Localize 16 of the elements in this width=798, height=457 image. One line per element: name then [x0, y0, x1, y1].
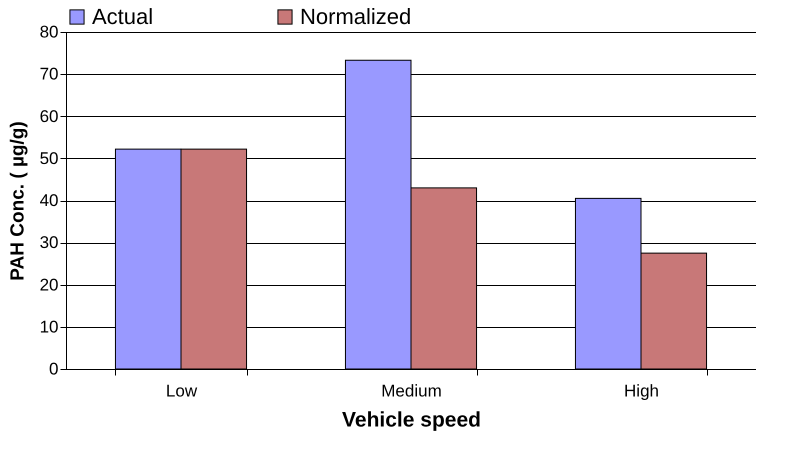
y-tick-label: 0: [49, 360, 58, 378]
y-tick-label: 70: [40, 64, 58, 84]
x-tick-label: Medium: [381, 382, 442, 400]
y-tick-label: 50: [40, 148, 58, 168]
x-tick-label: High: [624, 382, 659, 400]
legend-label: Normalized: [300, 4, 412, 29]
y-tick-label: 30: [40, 233, 58, 252]
y-tick-label: 60: [40, 106, 58, 126]
y-tick-label: 10: [40, 317, 58, 336]
y-tick-label: 40: [40, 191, 58, 210]
legend-label: Actual: [92, 4, 154, 29]
y-tick-label: 80: [40, 22, 58, 42]
y-tick-label: 20: [40, 275, 58, 294]
x-tick-label: Low: [166, 382, 198, 400]
x-axis-title: Vehicle speed: [342, 408, 481, 432]
y-axis-title: PAH Conc. ( µg/g): [8, 121, 29, 281]
